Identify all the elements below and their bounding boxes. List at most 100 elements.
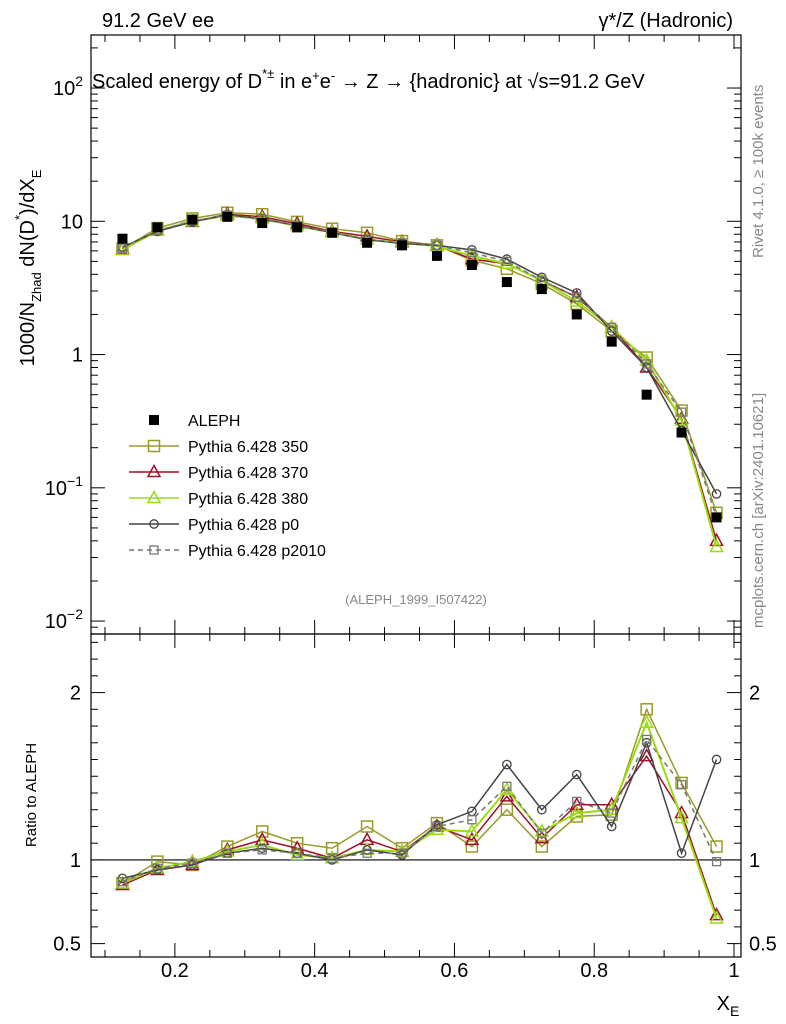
ratio-point-pythia-6-428-p2010	[397, 848, 407, 858]
ratio-point-pythia-6-428-350	[151, 855, 164, 868]
main-ytick-label: 10−1	[45, 473, 83, 500]
analysis-watermark: (ALEPH_1999_I507422)	[345, 592, 487, 607]
point-pythia-6-428-p2010	[641, 359, 652, 369]
main-panel-series	[115, 206, 724, 553]
point-aleph	[292, 222, 303, 233]
ratio-point-pythia-6-428-380	[185, 853, 200, 867]
header-right: γ*/Z (Hadronic)	[599, 10, 733, 32]
ratio-point-pythia-6-428-p0	[711, 754, 722, 765]
point-aleph	[466, 259, 477, 270]
point-aleph	[606, 336, 617, 347]
main-ytick-label: 102	[53, 73, 83, 100]
ratio-point-pythia-6-428-p0	[606, 821, 617, 832]
ratio-point-pythia-6-428-p0	[502, 759, 512, 770]
ratio-point-pythia-6-428-p2010	[641, 734, 652, 745]
legend-label-aleph: ALEPH	[188, 413, 240, 430]
ratio-point-pythia-6-428-p2010	[537, 828, 547, 838]
ratio-point-pythia-6-428-p2010	[432, 821, 442, 832]
ratio-point-pythia-6-428-p2010	[222, 848, 232, 858]
point-pythia-6-428-p2010	[502, 256, 512, 267]
main-panel-axes: 10−2 10−1 1 10 102	[45, 34, 742, 635]
ratio-point-pythia-6-428-350	[465, 840, 479, 853]
ratio-point-pythia-6-428-p2010	[362, 848, 372, 858]
ratio-point-pythia-6-428-p2010	[187, 858, 197, 868]
point-aleph	[257, 218, 268, 229]
point-pythia-6-428-p0	[711, 489, 722, 499]
point-pythia-6-428-p2010	[607, 322, 617, 333]
point-aleph	[222, 211, 233, 222]
mcplots-label: mcplots.cern.ch [arXiv:2401.10621]	[750, 393, 767, 628]
point-aleph	[676, 427, 687, 438]
ratio-ytick-label-right: 1	[749, 850, 760, 872]
main-ytick-label: 1	[72, 345, 83, 367]
point-aleph	[501, 277, 512, 288]
ratio-ytick-label: 1	[70, 850, 81, 872]
ratio-point-pythia-6-428-350	[535, 840, 549, 853]
ratio-point-pythia-6-428-p0	[676, 848, 687, 859]
ratio-point-pythia-6-428-380	[115, 875, 130, 889]
legend-label-pythia-6-428-p0: Pythia 6.428 p0	[188, 517, 299, 534]
legend-marker-pythia-6-428-350	[147, 439, 161, 453]
ratio-ytick-label-right: 0.5	[749, 934, 777, 956]
point-pythia-6-428-380	[115, 241, 130, 256]
x-tick-label: 0.6	[441, 960, 469, 982]
main-ylabel: 1000/NZhad dN(D*)/dXE	[12, 169, 44, 366]
ratio-point-pythia-6-428-350	[710, 840, 723, 853]
series-line-pythia-6-428-p0	[122, 213, 718, 495]
x-axis-label: XE	[717, 993, 740, 1019]
ratio-point-pythia-6-428-380	[534, 823, 550, 837]
ratio-point-pythia-6-428-350	[500, 803, 514, 816]
point-aleph	[397, 240, 408, 251]
ratio-point-pythia-6-428-p2010	[292, 848, 302, 858]
legend-marker-pythia-6-428-p2010	[149, 545, 159, 555]
ratio-point-pythia-6-428-380	[569, 805, 585, 819]
point-aleph	[187, 214, 198, 225]
ratio-ytick-label: 2	[70, 683, 81, 705]
ratio-point-pythia-6-428-p2010	[676, 779, 687, 790]
main-ytick-label: 10	[61, 211, 83, 233]
point-aleph	[711, 512, 722, 523]
point-aleph	[152, 222, 163, 233]
ratio-point-pythia-6-428-p0	[536, 804, 547, 815]
legend-label-pythia-6-428-p2010: Pythia 6.428 p2010	[188, 543, 326, 560]
point-pythia-6-428-p2010	[676, 407, 687, 417]
ratio-point-pythia-6-428-370	[709, 907, 724, 921]
main-ytick-label: 10−2	[45, 606, 83, 633]
legend-marker-pythia-6-428-380	[146, 489, 162, 504]
ratio-point-pythia-6-428-370	[115, 876, 130, 891]
ratio-point-pythia-6-428-380	[464, 823, 480, 837]
point-pythia-6-428-p2010	[432, 240, 442, 250]
legend: ALEPH Pythia 6.428 350 Pythia 6.428 370 Pyt…	[129, 413, 326, 560]
ratio-point-pythia-6-428-p2010	[502, 781, 512, 791]
point-pythia-6-428-p2010	[467, 248, 477, 258]
ratio-point-pythia-6-428-370	[464, 831, 480, 846]
ratio-frame	[90, 633, 742, 958]
ratio-point-pythia-6-428-380	[674, 810, 689, 824]
ratio-point-pythia-6-428-p2010	[117, 877, 128, 887]
rivet-label: Rivet 4.1.0, ≥ 100k events	[750, 85, 767, 258]
legend-label-pythia-6-428-380: Pythia 6.428 380	[188, 491, 308, 508]
main-title: Scaled energy of D*± in e+e- → Z → {hadr…	[92, 66, 645, 93]
ratio-point-pythia-6-428-p2010	[257, 845, 267, 855]
point-aleph	[431, 250, 442, 261]
ratio-point-pythia-6-428-370	[639, 748, 654, 762]
x-tick-label: 0.4	[301, 960, 329, 982]
ratio-point-pythia-6-428-p2010	[607, 808, 617, 818]
legend-marker-aleph	[149, 415, 159, 425]
ratio-point-pythia-6-428-p2010	[152, 863, 163, 873]
ratio-panel-series	[115, 703, 724, 924]
ratio-point-pythia-6-428-p0	[571, 769, 582, 780]
x-tick-label: 0.2	[161, 960, 189, 982]
ratio-point-pythia-6-428-p2010	[572, 796, 582, 807]
ratio-point-pythia-6-428-p2010	[467, 815, 477, 825]
header-left: 91.2 GeV ee	[102, 10, 214, 32]
ratio-point-pythia-6-428-p2010	[711, 856, 722, 867]
ratio-line-pythia-6-428-380	[122, 719, 718, 919]
ratio-point-pythia-6-428-380	[639, 714, 654, 728]
point-aleph	[571, 309, 582, 320]
ratio-ytick-label: 0.5	[53, 934, 81, 956]
ratio-panel-axes: 0.5 0.5 1 1 2 2 0.2 0.4 0.6 0.8 1	[53, 633, 777, 982]
point-aleph	[362, 237, 373, 248]
point-aleph	[536, 284, 547, 295]
